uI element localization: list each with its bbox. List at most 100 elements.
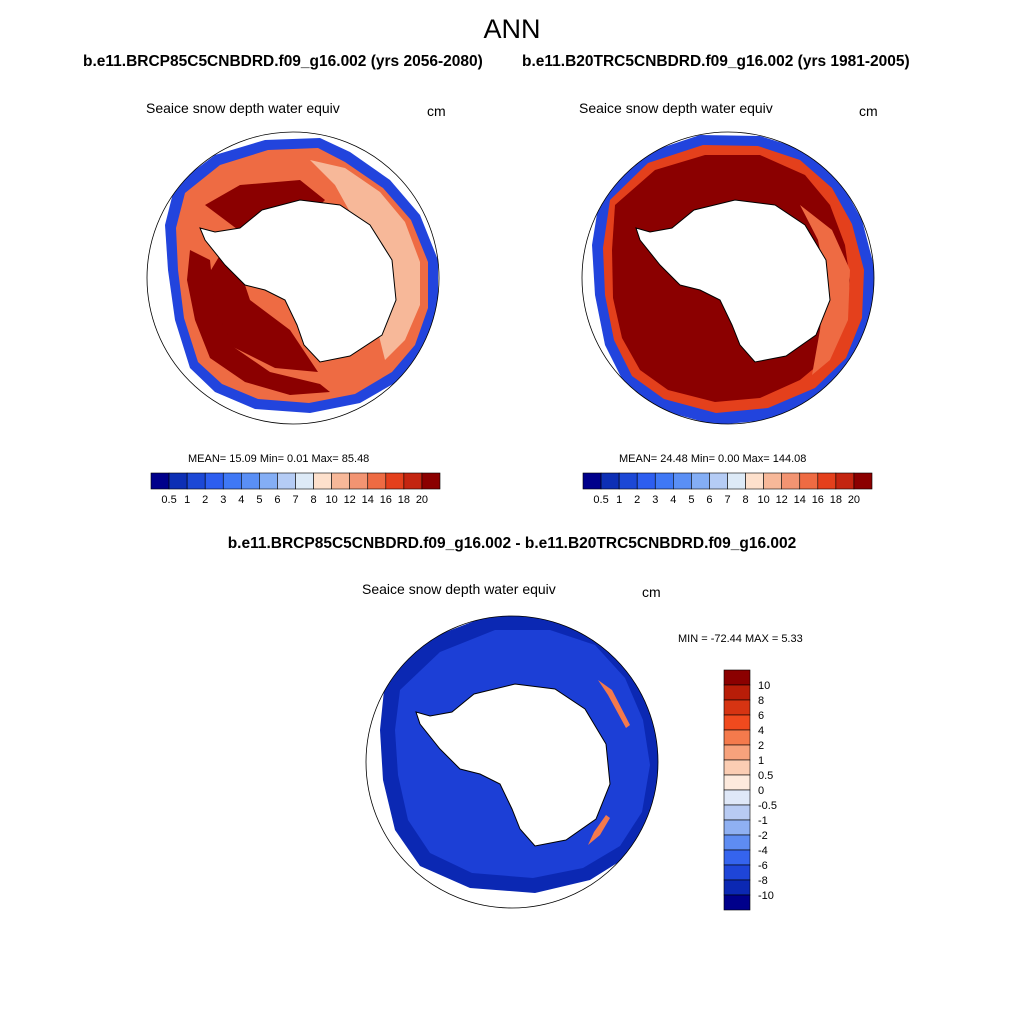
colorbar-box: [723, 864, 751, 881]
colorbar-box: [673, 472, 692, 490]
colorbar-box: [723, 699, 751, 716]
colorbar-box: [723, 789, 751, 806]
map2-antarctica: [635, 199, 831, 363]
colorbar-box: [421, 472, 441, 490]
panel3-units: cm: [642, 584, 661, 600]
colorbar-tick-label: 10: [758, 494, 770, 506]
colorbar-box: [277, 472, 296, 490]
colorbar-box: [723, 729, 751, 746]
colorbar-tick-label: 1: [616, 494, 622, 506]
colorbar-tick-label: 4: [758, 725, 764, 737]
colorbar-box: [691, 472, 710, 490]
colorbar-tick-label: -2: [758, 830, 768, 842]
map3-antarctica: [415, 683, 611, 847]
colorbar-tick-label: 0.5: [161, 494, 176, 506]
panel2-units: cm: [859, 103, 878, 119]
colorbar-tick-label: -8: [758, 875, 768, 887]
panel1-variable: Seaice snow depth water equiv: [146, 100, 340, 116]
map-panel-1: [146, 131, 440, 425]
colorbar-tick-label: 1: [758, 755, 764, 767]
colorbar-box: [600, 472, 620, 490]
colorbar-box: [745, 472, 764, 490]
colorbar-tick-label: 0.5: [593, 494, 608, 506]
map-panel-3: [365, 615, 659, 909]
colorbar-box: [349, 472, 369, 490]
colorbar-tick-label: 20: [848, 494, 860, 506]
diff-title: b.e11.BRCP85C5CNBDRD.f09_g16.002 - b.e11…: [227, 535, 797, 552]
colorbar-box: [186, 472, 206, 490]
colorbar-panel-1: 0.5 1 2 3 4 5 6 7 8 10 12 14 16 18 20: [150, 472, 441, 506]
colorbar-tick-label: 16: [380, 494, 392, 506]
panel1-units: cm: [427, 103, 446, 119]
colorbar-tick-label: 2: [634, 494, 640, 506]
colorbar-panel-2: 0.5 1 2 3 4 5 6 7 8 10 12 14 16 18 20: [582, 472, 873, 506]
colorbar-box: [799, 472, 819, 490]
panel2-stats: MEAN= 24.48 Min= 0.00 Max= 144.08: [619, 453, 807, 465]
colorbar-tick-label: -1: [758, 815, 768, 827]
colorbar-box: [853, 472, 873, 490]
colorbar-box: [763, 472, 782, 490]
colorbar-box: [723, 774, 751, 791]
colorbar-box: [723, 714, 751, 731]
colorbar-box: [331, 472, 350, 490]
colorbar-box: [781, 472, 801, 490]
colorbar-box: [709, 472, 728, 490]
colorbar-tick-label: 6: [706, 494, 712, 506]
colorbar-box: [385, 472, 405, 490]
colorbar-box: [835, 472, 855, 490]
colorbar-box: [636, 472, 656, 490]
colorbar-tick-label: 18: [830, 494, 842, 506]
colorbar-box: [817, 472, 837, 490]
colorbar-tick-label: -4: [758, 845, 768, 857]
map3-positive-streak-2: [588, 815, 610, 845]
colorbar-box: [204, 472, 224, 490]
colorbar-tick-label: 8: [743, 494, 749, 506]
colorbar-box: [295, 472, 314, 490]
colorbar-tick-label: 5: [688, 494, 694, 506]
colorbar-tick-label: 0.5: [758, 770, 773, 782]
colorbar-tick-label: 8: [311, 494, 317, 506]
colorbar-tick-label: -10: [758, 890, 774, 902]
colorbar-box: [403, 472, 423, 490]
colorbar-box: [241, 472, 260, 490]
map-panel-2: [581, 131, 875, 425]
colorbar-tick-label: -6: [758, 860, 768, 872]
colorbar-tick-label: 5: [256, 494, 262, 506]
case2-title: b.e11.B20TRC5CNBDRD.f09_g16.002 (yrs 198…: [522, 53, 910, 70]
season-title: ANN: [483, 14, 541, 44]
colorbar-box: [313, 472, 332, 490]
colorbar-tick-label: 20: [416, 494, 428, 506]
colorbar-box: [723, 819, 751, 836]
colorbar-box: [723, 804, 751, 821]
colorbar-tick-label: 7: [292, 494, 298, 506]
colorbar-box: [222, 472, 242, 490]
colorbar-tick-label: 1: [184, 494, 190, 506]
colorbar-tick-label: 12: [776, 494, 788, 506]
colorbar-tick-label: 3: [220, 494, 226, 506]
colorbar-tick-label: 10: [326, 494, 338, 506]
colorbar-box: [582, 472, 602, 490]
map1-antarctica: [199, 199, 397, 363]
colorbar-box: [723, 894, 751, 911]
colorbar-box: [723, 669, 751, 686]
panel3-stats: MIN = -72.44 MAX = 5.33: [678, 633, 803, 645]
map1-ice-core: [205, 180, 325, 372]
colorbar-box: [618, 472, 638, 490]
colorbar-tick-label: 8: [758, 695, 764, 707]
colorbar-tick-label: 14: [362, 494, 374, 506]
colorbar-diff: 10 8 6 4 2 1 0.5 0 -0.5 -1 -2 -4 -6 -8 -10: [723, 669, 777, 911]
colorbar-box: [727, 472, 746, 490]
colorbar-box: [723, 849, 751, 866]
colorbar-tick-label: 6: [758, 710, 764, 722]
colorbar-tick-label: 2: [202, 494, 208, 506]
colorbar-tick-label: 10: [758, 680, 770, 692]
colorbar-box: [150, 472, 170, 490]
panel3-variable: Seaice snow depth water equiv: [362, 581, 556, 597]
panel1-stats: MEAN= 15.09 Min= 0.01 Max= 85.48: [188, 453, 370, 465]
colorbar-box: [168, 472, 188, 490]
colorbar-box: [723, 744, 751, 761]
colorbar-tick-label: 18: [398, 494, 410, 506]
colorbar-box: [723, 759, 751, 776]
colorbar-tick-label: 2: [758, 740, 764, 752]
